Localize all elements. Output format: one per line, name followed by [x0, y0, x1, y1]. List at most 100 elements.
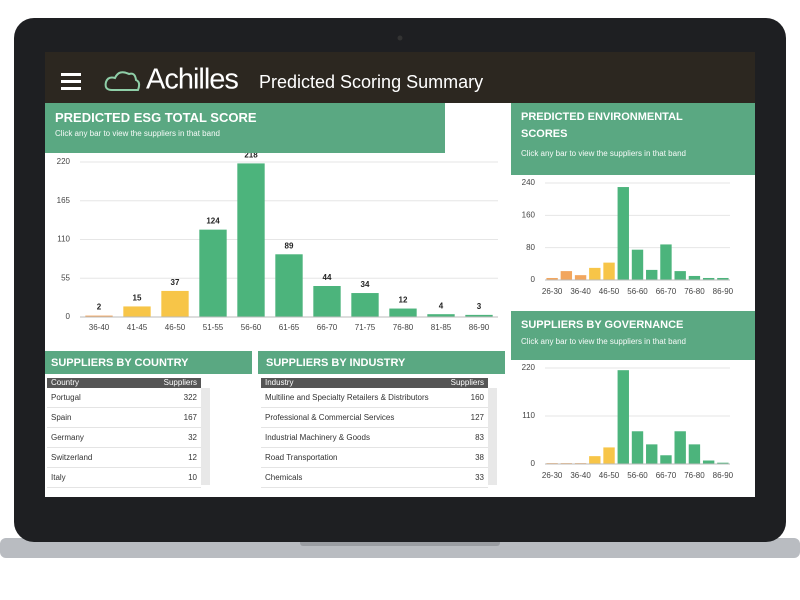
- chart-header: PREDICTED ENVIRONMENTAL SCORES Click any…: [511, 103, 755, 175]
- table-cell: Spain: [51, 413, 72, 422]
- chart-title: SUPPLIERS BY GOVERNANCE: [521, 319, 684, 331]
- table-cell: 33: [475, 473, 484, 482]
- bar[interactable]: [465, 314, 493, 317]
- x-tick-label: 71-75: [355, 323, 376, 332]
- menu-icon[interactable]: [61, 73, 81, 90]
- table-row[interactable]: Road Transportation 38: [261, 448, 488, 468]
- bar[interactable]: [389, 308, 417, 317]
- table: Country Suppliers Portugal 322 Spain 167 Germa…: [47, 378, 201, 488]
- bar[interactable]: [717, 277, 729, 280]
- y-tick-label: 0: [66, 312, 71, 321]
- column-header: Suppliers: [450, 378, 484, 387]
- column-header: Suppliers: [163, 378, 197, 387]
- bar[interactable]: [603, 447, 615, 464]
- y-tick-label: 110: [57, 235, 70, 244]
- camera: [397, 35, 403, 41]
- y-tick-label: 160: [522, 210, 536, 219]
- data-label: 89: [285, 241, 294, 250]
- bar[interactable]: [546, 277, 558, 280]
- bar[interactable]: [717, 462, 729, 464]
- header-bar: [45, 52, 755, 103]
- table-cell: 10: [188, 473, 197, 482]
- table-cell: 83: [475, 433, 484, 442]
- table-header-row: Country Suppliers: [47, 378, 201, 388]
- laptop-base: [0, 538, 800, 558]
- table-row[interactable]: Professional & Commercial Services 127: [261, 408, 488, 428]
- x-tick-label: 66-70: [656, 287, 677, 296]
- bar[interactable]: [688, 444, 701, 464]
- bar[interactable]: [674, 271, 686, 280]
- chart-subtitle: Click any bar to view the suppliers in t…: [521, 149, 686, 158]
- data-label: 12: [399, 296, 408, 305]
- bar[interactable]: [161, 290, 189, 317]
- table-row[interactable]: Switzerland 12: [47, 448, 201, 468]
- y-tick-label: 220: [522, 363, 536, 372]
- y-tick-label: 165: [57, 196, 71, 205]
- column-header: Country: [51, 378, 80, 387]
- scrollbar[interactable]: [201, 388, 210, 485]
- bar[interactable]: [646, 444, 658, 464]
- bar[interactable]: [427, 314, 455, 317]
- table-row[interactable]: Spain 167: [47, 408, 201, 428]
- x-tick-label: 46-50: [599, 287, 620, 296]
- bar[interactable]: [660, 244, 672, 280]
- bar[interactable]: [123, 306, 151, 317]
- x-tick-label: 66-70: [317, 323, 338, 332]
- data-label: 124: [206, 217, 220, 226]
- bar[interactable]: [574, 275, 587, 280]
- bar[interactable]: [589, 456, 601, 464]
- bar[interactable]: [646, 269, 658, 280]
- table-row[interactable]: Multiline and Specialty Retailers & Dist…: [261, 388, 488, 408]
- bar[interactable]: [589, 267, 601, 280]
- bar[interactable]: [617, 370, 629, 464]
- table-row[interactable]: Portugal 322: [47, 388, 201, 408]
- bar[interactable]: [631, 431, 644, 464]
- bar[interactable]: [702, 460, 715, 464]
- table-cell: Portugal: [51, 393, 81, 402]
- table-row[interactable]: Germany 32: [47, 428, 201, 448]
- x-tick-label: 51-55: [203, 323, 224, 332]
- chart-title: PREDICTED ENVIRONMENTAL SCORES: [521, 111, 683, 140]
- bar[interactable]: [275, 254, 303, 317]
- bar[interactable]: [560, 271, 573, 280]
- x-tick-label: 41-45: [127, 323, 148, 332]
- bar[interactable]: [702, 277, 715, 280]
- table-header: SUPPLIERS BY INDUSTRY: [258, 351, 505, 374]
- bar[interactable]: [688, 275, 701, 280]
- data-label: 2: [97, 303, 102, 312]
- bar[interactable]: [631, 249, 644, 280]
- bar[interactable]: [85, 315, 113, 317]
- bar[interactable]: [351, 293, 379, 317]
- y-tick-label: 0: [531, 275, 536, 284]
- bar[interactable]: [617, 187, 629, 280]
- table-cell: Italy: [51, 473, 66, 482]
- table-cell: Chemicals: [265, 473, 303, 482]
- bar[interactable]: [660, 455, 672, 464]
- x-tick-label: 36-40: [570, 287, 591, 296]
- table-cell: Industrial Machinery & Goods: [265, 433, 370, 442]
- table-row[interactable]: Industrial Machinery & Goods 83: [261, 428, 488, 448]
- bar[interactable]: [199, 229, 227, 317]
- chart-header: PREDICTED ESG TOTAL SCORE Click any bar …: [45, 103, 445, 153]
- column-header: Industry: [265, 378, 294, 387]
- data-label: 44: [323, 273, 332, 282]
- page-title: Predicted Scoring Summary: [259, 72, 483, 92]
- bar[interactable]: [313, 286, 341, 317]
- table-cell: 322: [183, 393, 197, 402]
- bar[interactable]: [603, 262, 615, 280]
- x-tick-label: 26-30: [542, 287, 563, 296]
- x-tick-label: 76-80: [684, 287, 705, 296]
- table-row[interactable]: Italy 10: [47, 468, 201, 488]
- y-tick-label: 80: [526, 243, 535, 252]
- x-tick-label: 36-40: [89, 323, 110, 332]
- table-row[interactable]: Chemicals 33: [261, 468, 488, 488]
- bar[interactable]: [674, 431, 686, 464]
- chart-header: SUPPLIERS BY GOVERNANCE Click any bar to…: [511, 311, 755, 360]
- data-label: 37: [171, 278, 180, 287]
- scrollbar[interactable]: [488, 388, 497, 485]
- table: Industry Suppliers Multiline and Specialty…: [261, 378, 488, 488]
- table-cell: Road Transportation: [265, 453, 338, 462]
- x-tick-label: 61-65: [279, 323, 300, 332]
- bar[interactable]: [237, 163, 265, 317]
